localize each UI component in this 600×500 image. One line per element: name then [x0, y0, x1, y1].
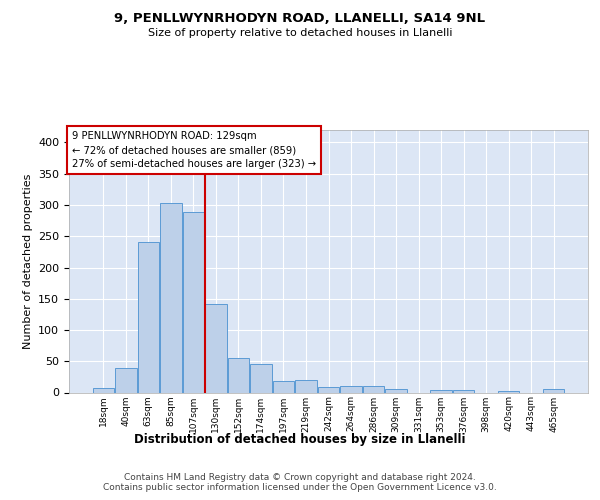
Bar [92, 388, 114, 392]
Bar [453, 390, 475, 392]
Text: Distribution of detached houses by size in Llanelli: Distribution of detached houses by size … [134, 432, 466, 446]
Bar [205, 304, 227, 392]
Bar [430, 390, 452, 392]
Text: Contains HM Land Registry data © Crown copyright and database right 2024.: Contains HM Land Registry data © Crown c… [124, 472, 476, 482]
Text: 9, PENLLWYNRHODYN ROAD, LLANELLI, SA14 9NL: 9, PENLLWYNRHODYN ROAD, LLANELLI, SA14 9… [115, 12, 485, 26]
Y-axis label: Number of detached properties: Number of detached properties [23, 174, 32, 349]
Bar [160, 203, 182, 392]
Bar [498, 391, 520, 392]
Bar [363, 386, 384, 392]
Bar [228, 358, 249, 392]
Text: 9 PENLLWYNRHODYN ROAD: 129sqm
← 72% of detached houses are smaller (859)
27% of : 9 PENLLWYNRHODYN ROAD: 129sqm ← 72% of d… [71, 132, 316, 170]
Bar [385, 390, 407, 392]
Text: Size of property relative to detached houses in Llanelli: Size of property relative to detached ho… [148, 28, 452, 38]
Bar [543, 390, 565, 392]
Bar [318, 387, 339, 392]
Bar [340, 386, 362, 392]
Bar [250, 364, 272, 392]
Bar [182, 212, 204, 392]
Bar [273, 381, 294, 392]
Text: Contains public sector information licensed under the Open Government Licence v3: Contains public sector information licen… [103, 484, 497, 492]
Bar [115, 368, 137, 392]
Bar [137, 242, 159, 392]
Bar [295, 380, 317, 392]
